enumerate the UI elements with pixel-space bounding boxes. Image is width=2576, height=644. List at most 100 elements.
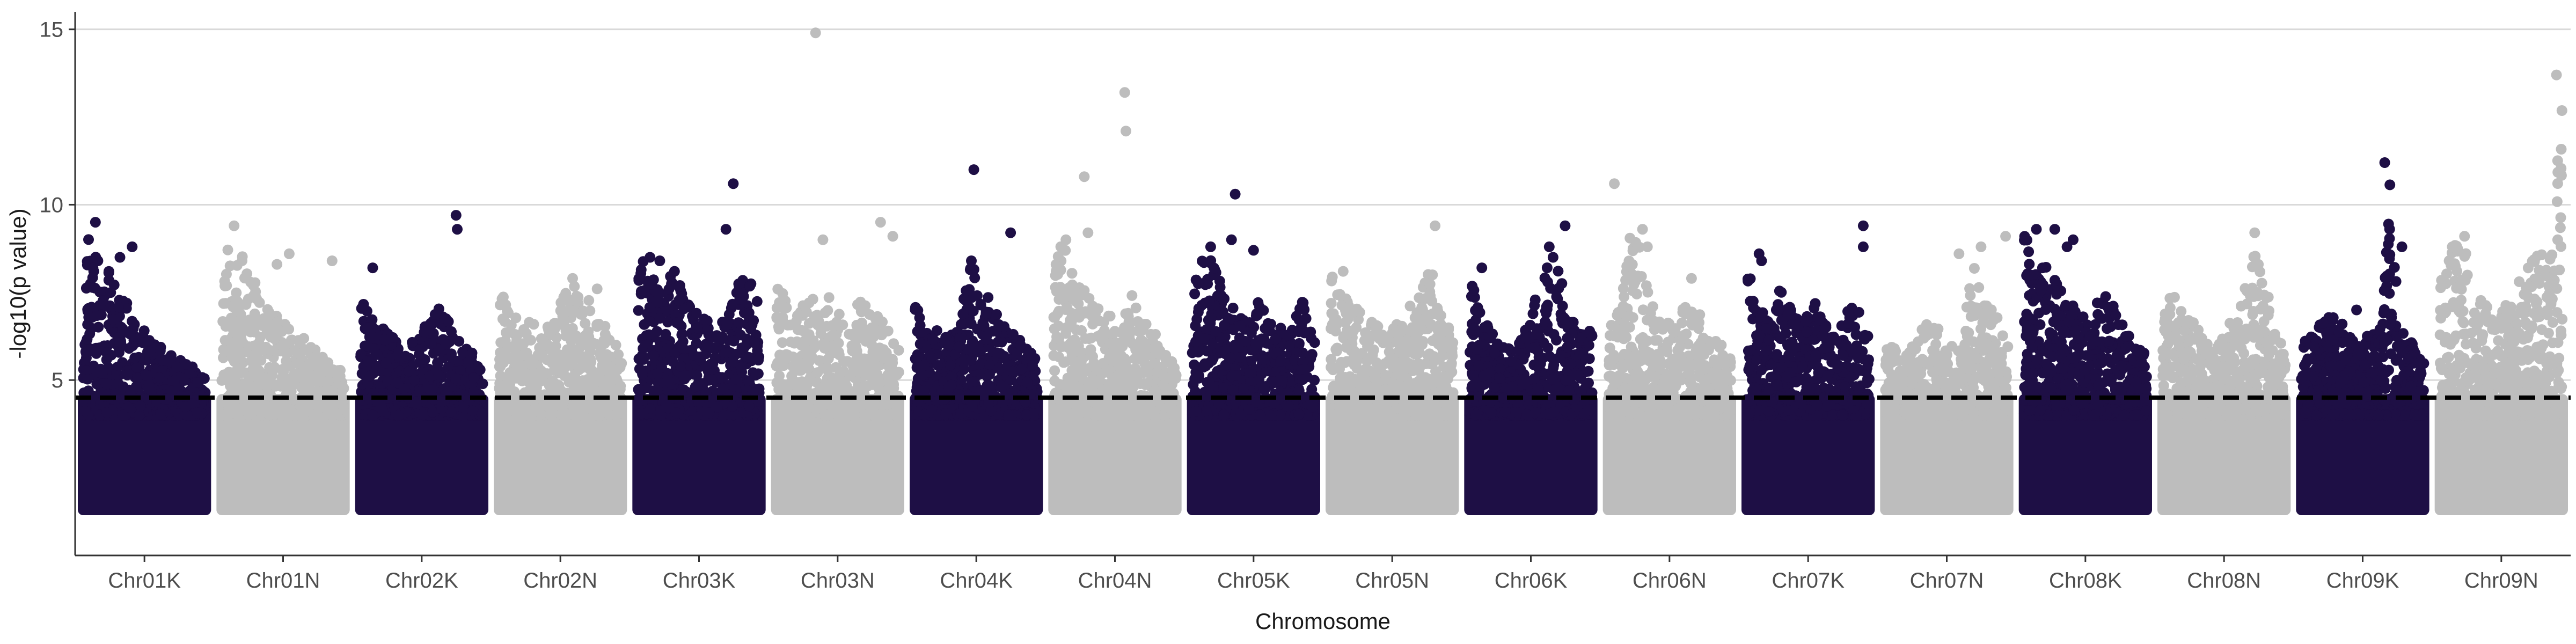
- data-point: [831, 407, 842, 418]
- data-point: [446, 326, 457, 337]
- data-point: [859, 409, 870, 421]
- data-point: [245, 326, 256, 338]
- outlier-point: [669, 266, 680, 277]
- data-point: [1021, 377, 1033, 388]
- data-point: [875, 348, 886, 360]
- data-point: [663, 375, 674, 386]
- data-point: [709, 352, 721, 363]
- data-point: [572, 353, 583, 364]
- data-points: [78, 27, 2568, 516]
- data-point: [643, 316, 654, 327]
- data-point: [753, 355, 764, 365]
- data-point: [81, 282, 92, 294]
- data-point: [993, 319, 1004, 330]
- data-point: [978, 320, 990, 332]
- data-point: [310, 409, 321, 420]
- data-point: [477, 408, 488, 419]
- data-point: [463, 357, 474, 368]
- data-point: [180, 401, 191, 412]
- data-point: [652, 368, 663, 379]
- data-point: [80, 346, 91, 357]
- data-point: [144, 335, 155, 346]
- outlier-point: [887, 231, 898, 242]
- data-point: [691, 370, 702, 381]
- data-point: [692, 380, 703, 392]
- data-point: [633, 275, 645, 286]
- data-point: [387, 332, 398, 343]
- data-point: [717, 384, 728, 395]
- data-point: [125, 387, 136, 398]
- data-point: [967, 400, 978, 412]
- data-point: [701, 362, 712, 374]
- data-point: [544, 379, 555, 390]
- data-point: [851, 348, 862, 360]
- points-Chr04K: [910, 164, 1043, 516]
- data-point: [851, 319, 862, 331]
- data-point: [803, 297, 815, 309]
- data-point: [125, 328, 136, 340]
- data-point: [180, 359, 192, 370]
- data-point: [576, 407, 588, 419]
- data-point: [691, 308, 702, 319]
- outlier-point: [283, 248, 295, 259]
- data-point: [954, 389, 965, 400]
- data-point: [117, 409, 128, 421]
- data-point: [1028, 408, 1039, 419]
- data-point: [730, 374, 742, 385]
- data-point: [652, 385, 663, 396]
- data-point: [674, 281, 684, 292]
- data-point: [276, 401, 288, 413]
- data-point: [604, 409, 615, 421]
- data-point: [1066, 268, 1078, 279]
- data-point: [829, 319, 840, 331]
- data-point: [321, 361, 333, 372]
- data-point: [155, 345, 166, 356]
- data-point: [932, 360, 943, 371]
- data-point: [113, 302, 124, 313]
- data-point: [866, 358, 877, 369]
- data-point: [785, 336, 796, 348]
- data-point: [980, 308, 992, 319]
- data-point: [264, 373, 275, 384]
- data-point: [428, 328, 439, 339]
- data-point: [272, 316, 283, 327]
- data-point: [230, 375, 241, 386]
- data-point: [83, 234, 94, 245]
- data-point: [221, 268, 232, 280]
- data-point: [814, 355, 825, 366]
- data-point: [965, 355, 977, 366]
- data-point: [495, 337, 507, 348]
- data-point: [523, 358, 535, 369]
- data-point: [648, 274, 659, 286]
- data-point: [751, 296, 763, 307]
- data-point: [743, 352, 755, 363]
- data-point: [498, 385, 509, 396]
- data-point: [445, 406, 457, 418]
- data-point: [819, 380, 830, 391]
- data-point: [984, 369, 995, 380]
- data-point: [882, 409, 892, 421]
- data-point: [432, 357, 443, 368]
- data-point: [945, 360, 956, 371]
- data-point: [265, 345, 276, 356]
- data-point: [996, 380, 1007, 391]
- data-point: [277, 339, 289, 350]
- data-point: [893, 345, 904, 356]
- data-point: [240, 299, 252, 310]
- data-point: [965, 318, 977, 330]
- data-point: [433, 369, 444, 380]
- data-point: [568, 306, 580, 317]
- data-point: [93, 321, 104, 333]
- data-point: [191, 407, 202, 419]
- data-point: [796, 340, 807, 351]
- data-point: [82, 374, 93, 385]
- data-point: [636, 350, 648, 361]
- data-point: [166, 386, 177, 397]
- data-point: [608, 399, 619, 411]
- dense-points-Chr01N: [216, 394, 350, 516]
- points-Chr03K: [632, 178, 766, 516]
- data-point: [801, 306, 812, 318]
- data-point: [132, 372, 143, 384]
- data-point: [799, 378, 810, 389]
- data-point: [708, 342, 719, 354]
